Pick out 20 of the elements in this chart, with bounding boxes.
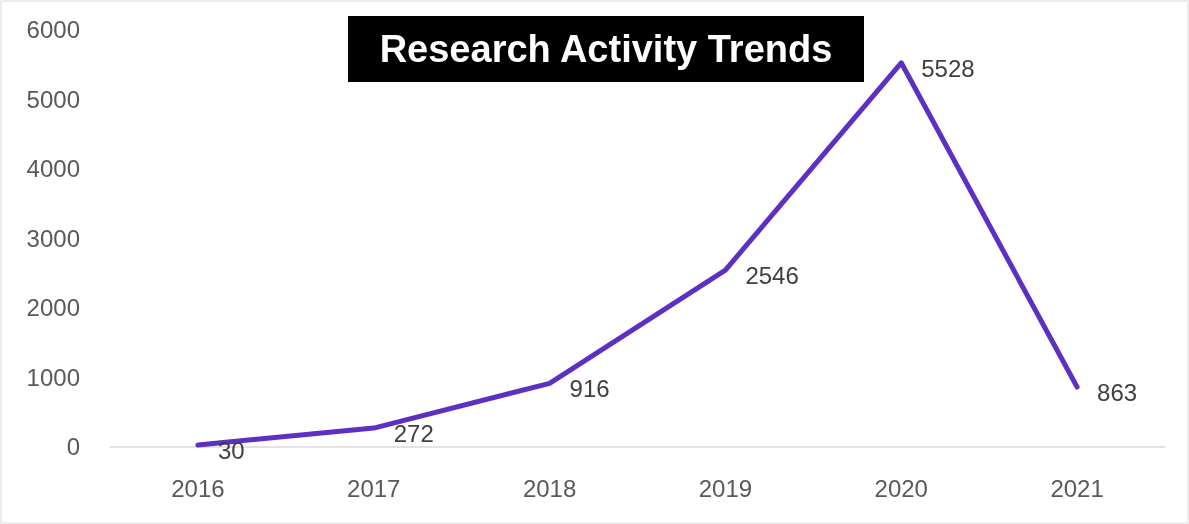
chart-title: Research Activity Trends: [379, 28, 833, 71]
y-tick-label: 2000: [26, 294, 80, 322]
x-tick-label: 2017: [347, 475, 401, 502]
y-tick-label: 3000: [26, 224, 80, 252]
x-tick-label: 2021: [1050, 475, 1104, 502]
y-tick-label: 0: [66, 433, 80, 461]
y-tick-label: 1000: [26, 363, 80, 391]
data-label: 2546: [745, 262, 799, 290]
data-label: 30: [217, 436, 245, 464]
x-tick-label: 2019: [698, 475, 753, 502]
data-label: 916: [569, 375, 610, 403]
data-label: 5528: [921, 54, 975, 82]
x-tick-label: 2020: [874, 475, 928, 502]
data-label: 272: [393, 420, 434, 448]
y-tick-label: 5000: [26, 85, 80, 113]
y-tick-label: 6000: [26, 16, 80, 44]
x-tick-label: 2018: [522, 475, 577, 502]
data-label: 863: [1097, 379, 1138, 407]
y-tick-label: 4000: [26, 155, 80, 183]
x-tick-label: 2016: [171, 475, 225, 502]
